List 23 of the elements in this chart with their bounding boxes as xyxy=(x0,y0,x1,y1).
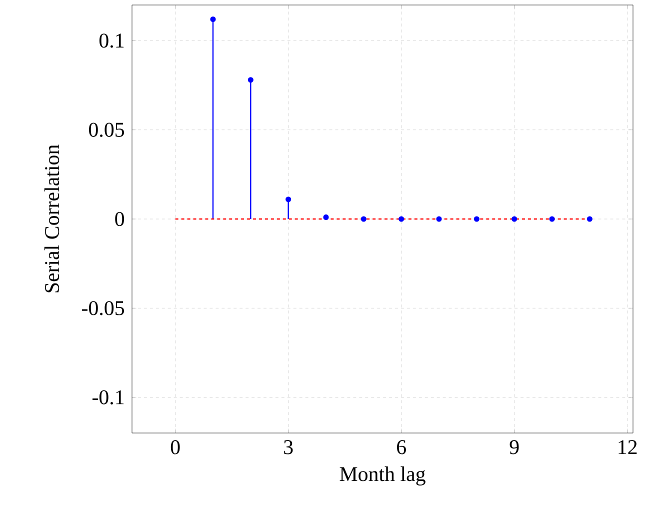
y-tick-label: 0 xyxy=(115,212,124,226)
y-tick-label: -0.1 xyxy=(92,390,124,404)
point xyxy=(210,16,216,22)
y-tick-label: 0.1 xyxy=(99,34,124,48)
point xyxy=(586,216,592,222)
y-tick-label: 0.05 xyxy=(89,122,124,137)
y-tick-label: -0.05 xyxy=(82,301,124,316)
point xyxy=(474,216,480,222)
point xyxy=(360,216,366,222)
x-tick-label: 3 xyxy=(284,440,293,454)
x-tick-label: 0 xyxy=(170,440,180,454)
point xyxy=(549,216,555,222)
point xyxy=(436,216,442,222)
point xyxy=(512,216,518,222)
point xyxy=(323,214,329,220)
x-axis-title: Month lag xyxy=(340,466,426,486)
x-tick-label: 6 xyxy=(397,440,406,454)
point xyxy=(248,77,254,83)
y-axis-title: Serial Correlation xyxy=(44,144,60,292)
point xyxy=(398,216,404,222)
x-tick-label: 9 xyxy=(510,440,519,454)
point xyxy=(286,196,292,202)
x-tick-label: 12 xyxy=(618,440,637,454)
